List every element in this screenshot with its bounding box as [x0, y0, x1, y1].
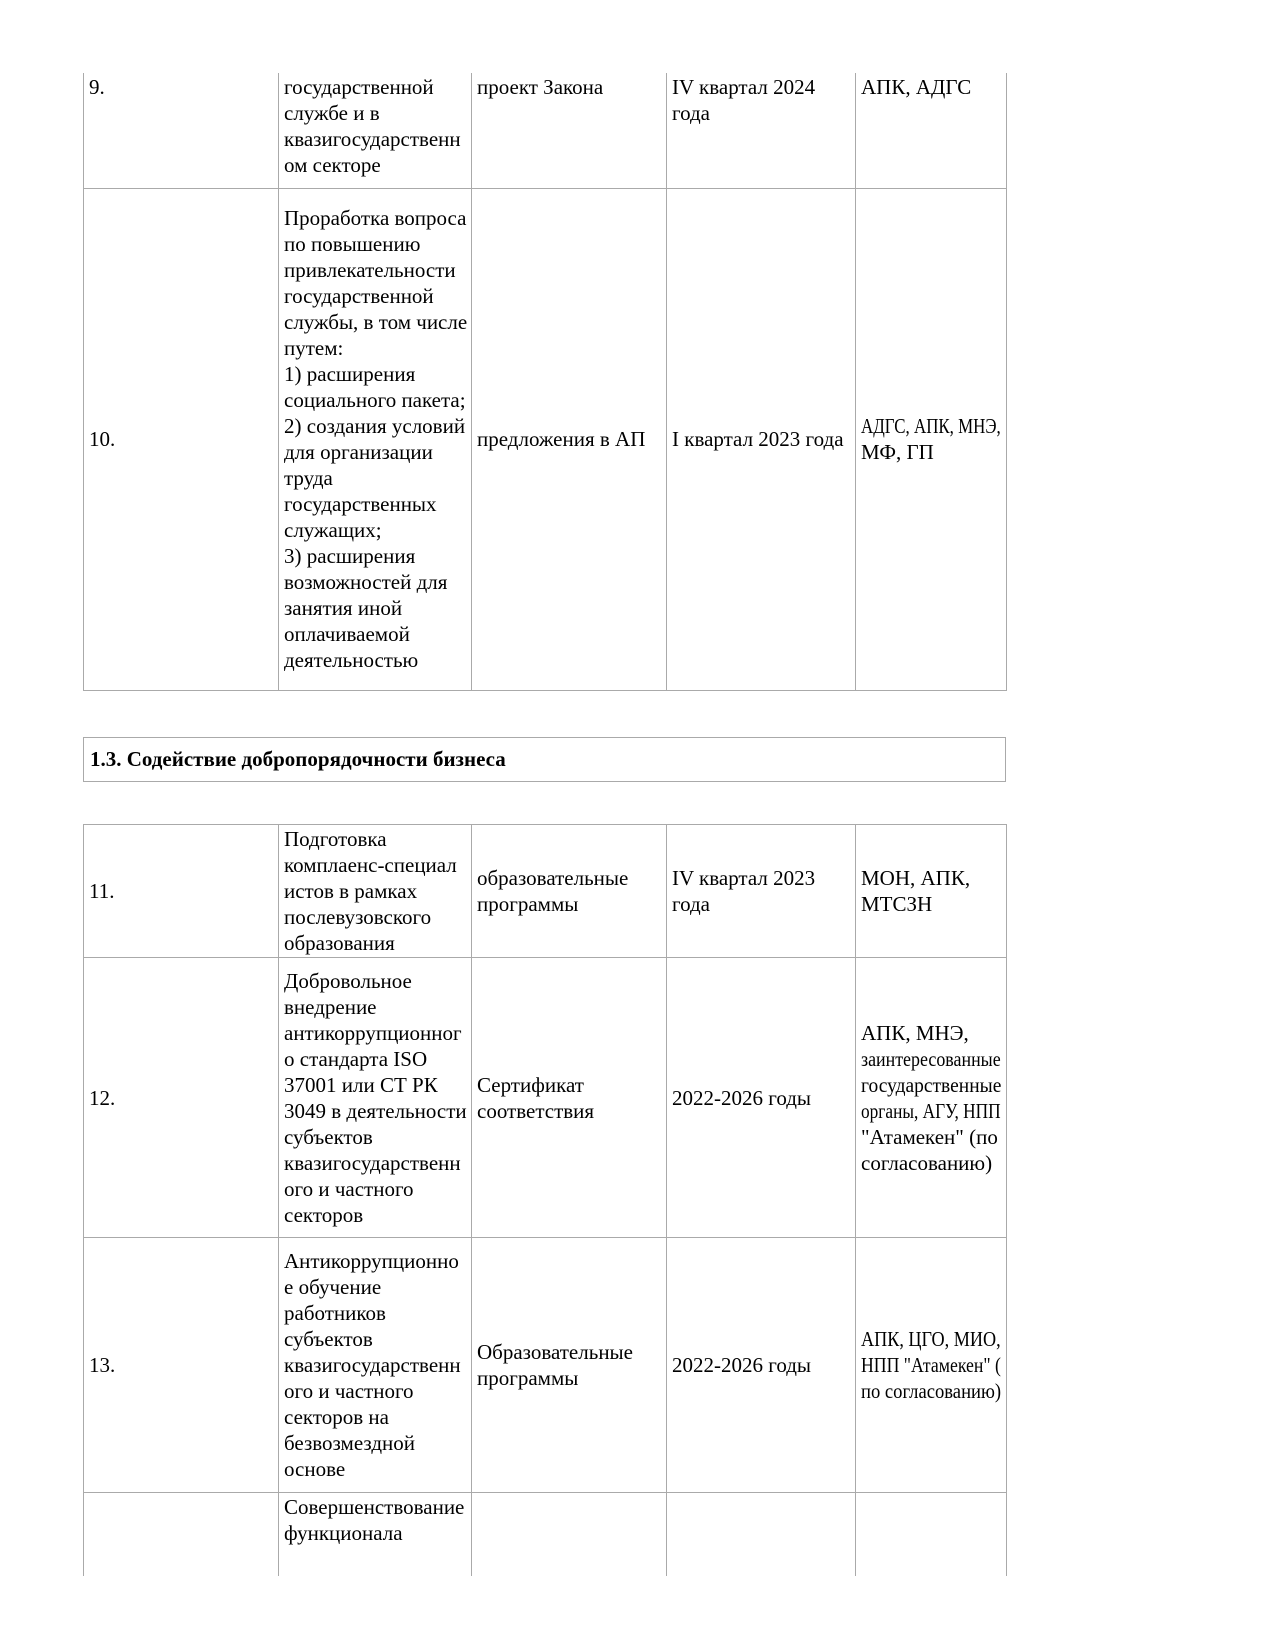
completion-form-cell: предложения в АП — [471, 187, 667, 691]
row-number-cell — [83, 1492, 279, 1576]
row-number-cell: 9. — [83, 73, 279, 189]
actions-table-continued: 9. государственной службе и в квазигосудар… — [83, 73, 1007, 691]
responsible-cell: АПК, ЦГО, МИО, НПП "Атамекен" (по согласо… — [855, 1237, 1007, 1493]
table-row: 12. Добровольное внедрение антикоррупционн… — [83, 957, 1007, 1238]
measure-cell: Совершенствование функционала — [278, 1492, 472, 1576]
measure-cell: Подготовка комплаенс-специал истов в рамка… — [278, 824, 472, 958]
table-row: 13. Антикоррупционно е обучение работников… — [83, 1237, 1007, 1493]
responsible-cell: АПК, МНЭ, заинтересованные государственные… — [855, 957, 1007, 1238]
completion-form-cell: образовательные программы — [471, 824, 667, 958]
completion-form-cell — [471, 1492, 667, 1576]
row-number-cell: 10. — [83, 187, 279, 691]
measure-cell: Антикоррупционно е обучение работников субъ… — [278, 1237, 472, 1493]
table-row: 9. государственной службе и в квазигосудар… — [83, 73, 1007, 189]
responsible-cell — [855, 1492, 1007, 1576]
table-row: 10. Проработка вопроса по повышению привле… — [83, 187, 1007, 691]
measure-cell: Проработка вопроса по повышению привлекате… — [278, 187, 472, 691]
responsible-cell: МОН, АПК, МТСЗН — [855, 824, 1007, 958]
row-number-cell: 12. — [83, 957, 279, 1238]
section-header: 1.3. Содействие добропорядочности бизнес… — [83, 737, 1006, 782]
deadline-cell: IV квартал 2023 года — [666, 824, 856, 958]
actions-table-business-integrity: 11. Подготовка комплаенс-специал истов в р… — [83, 824, 1007, 1576]
table-row: Совершенствование функционала — [83, 1492, 1007, 1576]
responsible-cell: АПК, АДГС — [855, 73, 1007, 189]
measure-cell: Добровольное внедрение антикоррупционног о … — [278, 957, 472, 1238]
measure-cell: государственной службе и в квазигосударств… — [278, 73, 472, 189]
responsible-cell: АДГС, АПК, МНЭ, МФ, ГП — [855, 187, 1007, 691]
deadline-cell — [666, 1492, 856, 1576]
table-row: 11. Подготовка комплаенс-специал истов в р… — [83, 824, 1007, 958]
row-number-cell: 11. — [83, 824, 279, 958]
completion-form-cell: проект Закона — [471, 73, 667, 189]
completion-form-cell: Сертификат соответствия — [471, 957, 667, 1238]
deadline-cell: 2022-2026 годы — [666, 1237, 856, 1493]
deadline-cell: IV квартал 2024 года — [666, 73, 856, 189]
deadline-cell: I квартал 2023 года — [666, 187, 856, 691]
completion-form-cell: Образовательные программы — [471, 1237, 667, 1493]
deadline-cell: 2022-2026 годы — [666, 957, 856, 1238]
row-number-cell: 13. — [83, 1237, 279, 1493]
